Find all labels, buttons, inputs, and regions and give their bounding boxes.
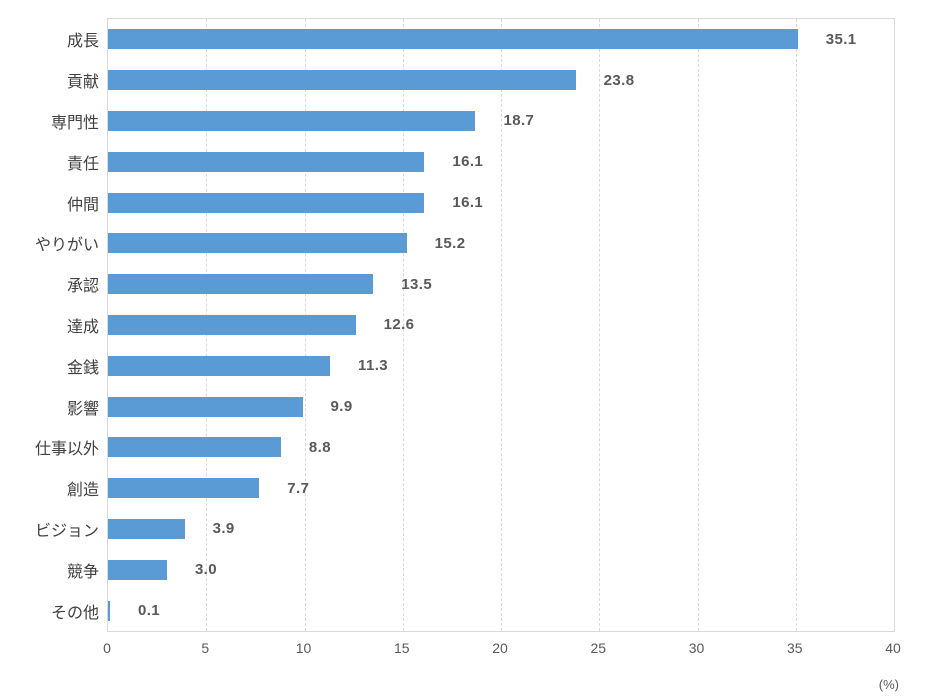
- x-tick-label: 30: [688, 640, 705, 656]
- category-label: やりがい: [34, 237, 99, 255]
- bar-track: 8.8: [108, 437, 942, 458]
- chart-row: 競争 3.0: [0, 549, 942, 590]
- axis-unit-label: (%): [878, 677, 899, 692]
- category-label: 金銭: [66, 359, 99, 377]
- bar-track: 3.9: [108, 518, 942, 539]
- category-label: 達成: [66, 318, 99, 336]
- chart-row: 達成 12.6: [0, 305, 942, 346]
- bar-track: 18.7: [108, 110, 942, 131]
- gridline: [501, 19, 502, 631]
- bar-track: 9.9: [108, 396, 942, 417]
- category-label: 貢献: [66, 74, 99, 92]
- bar: [108, 151, 425, 172]
- bar: [108, 559, 167, 580]
- category-label: 仕事以外: [34, 441, 99, 459]
- bar: [108, 70, 576, 91]
- chart-row: 成長 35.1: [0, 19, 942, 60]
- value-label: 18.7: [503, 112, 535, 130]
- x-tick-label: 25: [590, 640, 607, 656]
- x-tick-label: 15: [393, 640, 410, 656]
- x-tick-label: 20: [492, 640, 508, 656]
- bar-track: 0.1: [108, 600, 942, 621]
- value-label: 9.9: [330, 398, 353, 416]
- category-label: 成長: [66, 33, 99, 51]
- bar-track: 7.7: [108, 478, 942, 499]
- x-tick-label: 35: [786, 640, 803, 656]
- category-label: 承認: [66, 278, 99, 296]
- chart-row: 創造 7.7: [0, 468, 942, 509]
- value-label: 35.1: [825, 30, 857, 48]
- bar: [108, 437, 281, 458]
- category-label: 仲間: [66, 196, 99, 214]
- value-label: 7.7: [287, 479, 310, 497]
- chart-row: 専門性 18.7: [0, 101, 942, 142]
- category-label: 専門性: [50, 114, 99, 132]
- bar: [108, 192, 425, 213]
- gridline: [795, 19, 797, 631]
- bar: [108, 110, 476, 131]
- bar: [108, 29, 798, 50]
- chart-row: やりがい 15.2: [0, 223, 942, 264]
- category-label: ビジョン: [34, 522, 99, 540]
- bar: [108, 518, 185, 539]
- chart-row: ビジョン 3.9: [0, 509, 942, 550]
- chart-row: 貢献 23.8: [0, 60, 942, 101]
- gridline: [402, 19, 404, 631]
- chart-row: 責任 16.1: [0, 141, 942, 182]
- bar-track: 11.3: [108, 355, 942, 376]
- value-label: 16.1: [452, 153, 484, 171]
- rows: 成長 35.1 貢献 23.8 専門性 18.7 責任 16.1 仲間 16.1 やりがい 15.2 承…: [0, 19, 942, 631]
- chart-row: 金銭 11.3: [0, 345, 942, 386]
- x-tick-label: 10: [295, 640, 312, 656]
- x-tick-label: 5: [201, 640, 210, 656]
- value-label: 12.6: [383, 316, 415, 334]
- category-label: 責任: [66, 155, 99, 173]
- chart-row: 承認 13.5: [0, 264, 942, 305]
- bar: [108, 478, 260, 499]
- bar-track: 23.8: [108, 70, 942, 91]
- bar: [108, 600, 110, 621]
- bar-track: 12.6: [108, 314, 942, 335]
- chart-row: 仕事以外 8.8: [0, 427, 942, 468]
- value-label: 3.0: [194, 561, 217, 579]
- x-tick-label: 0: [103, 640, 111, 656]
- category-label: 創造: [66, 482, 99, 500]
- chart-row: その他 0.1: [0, 590, 942, 631]
- bar-track: 16.1: [108, 192, 942, 213]
- value-label: 8.8: [308, 438, 331, 456]
- bar-track: 3.0: [108, 559, 942, 580]
- bar: [108, 396, 303, 417]
- category-label: 競争: [66, 563, 99, 581]
- x-axis: 0 5 10 15 20 25 30 35 40: [0, 640, 942, 660]
- gridline: [697, 19, 699, 631]
- chart-row: 仲間 16.1: [0, 182, 942, 223]
- value-label: 11.3: [358, 357, 388, 375]
- x-tick-label: 40: [885, 640, 901, 656]
- value-label: 15.2: [434, 234, 466, 252]
- value-label: 23.8: [603, 71, 635, 89]
- value-label: 0.1: [137, 602, 161, 620]
- category-label: 影響: [66, 400, 99, 418]
- chart-row: 影響 9.9: [0, 386, 942, 427]
- bar: [108, 274, 374, 295]
- category-label: その他: [50, 604, 99, 622]
- bar-track: 35.1: [108, 29, 942, 50]
- bar-track: 13.5: [108, 274, 942, 295]
- value-label: 13.5: [401, 275, 433, 293]
- bar: [108, 314, 356, 335]
- bar-track: 16.1: [108, 151, 942, 172]
- gridline: [599, 19, 601, 631]
- bar: [108, 355, 331, 376]
- bar-track: 15.2: [108, 233, 942, 254]
- bar: [108, 233, 407, 254]
- value-label: 3.9: [212, 520, 235, 538]
- value-label: 16.1: [452, 194, 484, 212]
